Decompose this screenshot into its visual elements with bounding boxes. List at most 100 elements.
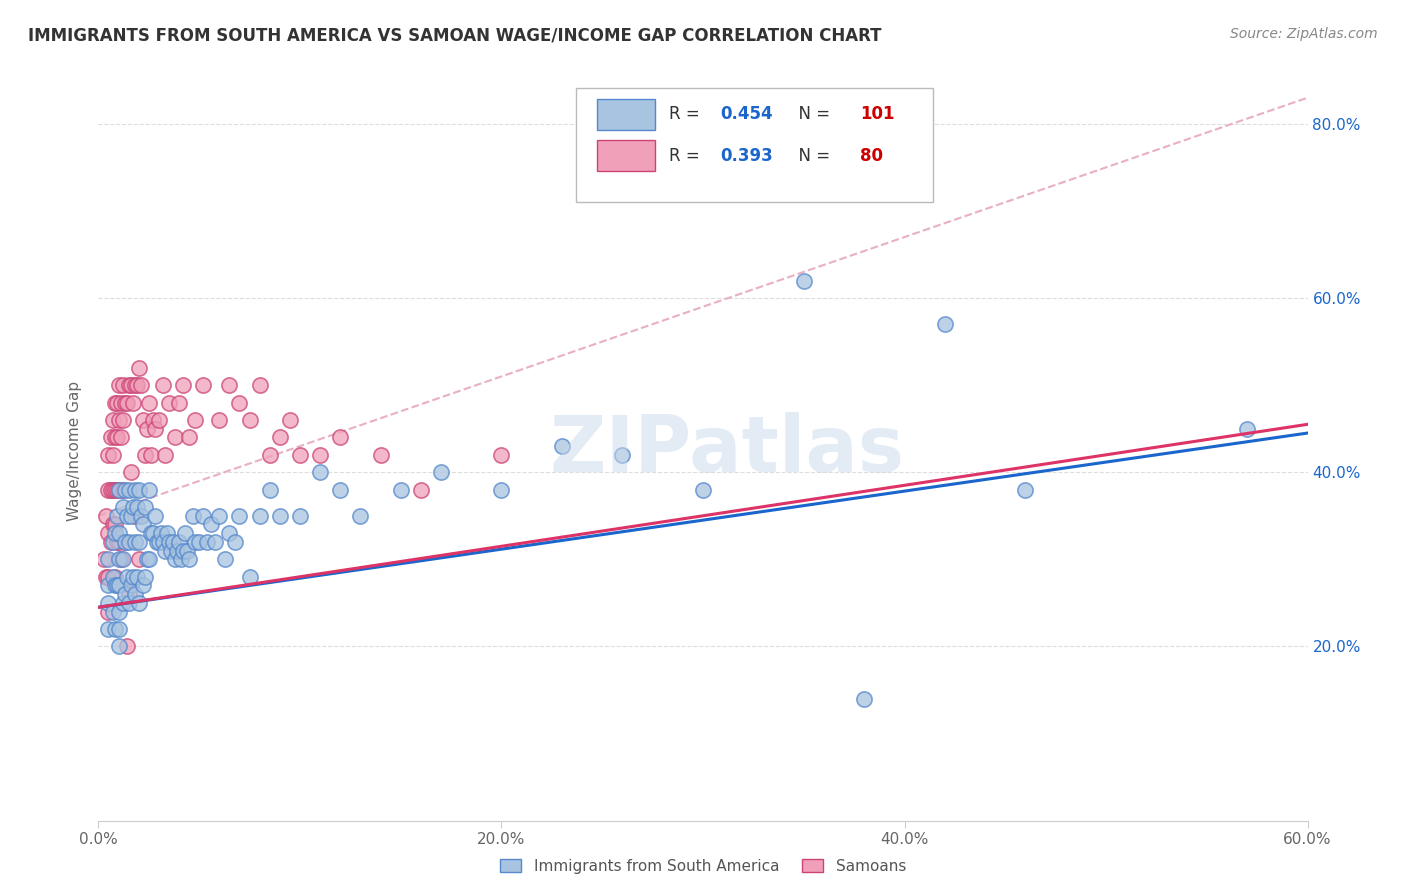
Point — [259, 448, 281, 462]
Point — [125, 378, 148, 392]
Point — [97, 596, 120, 610]
Point — [97, 622, 120, 636]
Point — [101, 535, 124, 549]
Point — [195, 535, 218, 549]
Point — [167, 535, 190, 549]
Point — [114, 395, 136, 409]
Point — [409, 483, 432, 497]
Point — [200, 517, 222, 532]
Point — [100, 483, 122, 497]
Point — [118, 378, 141, 392]
Point — [128, 535, 150, 549]
Point — [93, 552, 115, 566]
Point — [100, 535, 122, 549]
Point — [110, 395, 132, 409]
Point — [179, 430, 201, 444]
Point — [107, 640, 129, 654]
Point — [134, 570, 156, 584]
Text: N =: N = — [787, 105, 835, 123]
Point — [166, 543, 188, 558]
Point — [162, 535, 184, 549]
Point — [152, 535, 174, 549]
Point — [101, 483, 124, 497]
Point — [139, 448, 162, 462]
Point — [138, 395, 160, 409]
Point — [101, 448, 124, 462]
Point — [97, 578, 120, 592]
Point — [107, 483, 129, 497]
Point — [167, 395, 190, 409]
Point — [120, 578, 142, 592]
Point — [103, 395, 125, 409]
Point — [101, 570, 124, 584]
Point — [143, 508, 166, 523]
Point — [135, 422, 157, 436]
Point — [107, 578, 129, 592]
Point — [111, 483, 134, 497]
Point — [105, 578, 128, 592]
Point — [103, 526, 125, 541]
Point — [179, 552, 201, 566]
Point — [135, 552, 157, 566]
Point — [146, 535, 169, 549]
Point — [269, 508, 291, 523]
Text: 0.393: 0.393 — [720, 147, 773, 165]
Point — [163, 552, 186, 566]
Point — [124, 483, 146, 497]
Text: ZIPatlas: ZIPatlas — [550, 412, 904, 489]
Point — [491, 448, 513, 462]
Point — [105, 535, 128, 549]
Point — [218, 378, 240, 392]
Point — [239, 413, 262, 427]
Point — [107, 526, 129, 541]
Point — [193, 378, 215, 392]
Point — [129, 508, 152, 523]
Point — [269, 430, 291, 444]
Point — [101, 413, 124, 427]
Point — [107, 622, 129, 636]
Point — [121, 395, 143, 409]
Point — [107, 605, 129, 619]
Point — [249, 378, 271, 392]
Text: R =: R = — [669, 105, 706, 123]
Point — [105, 430, 128, 444]
Point — [152, 378, 174, 392]
Point — [692, 483, 714, 497]
Point — [188, 535, 211, 549]
Point — [139, 526, 162, 541]
Point — [103, 517, 125, 532]
FancyBboxPatch shape — [596, 99, 655, 130]
Point — [124, 378, 146, 392]
Point — [156, 526, 179, 541]
Point — [170, 552, 193, 566]
Point — [103, 622, 125, 636]
Point — [101, 605, 124, 619]
Point — [142, 413, 165, 427]
Point — [1236, 422, 1258, 436]
Point — [329, 483, 352, 497]
Point — [218, 526, 240, 541]
Point — [259, 483, 281, 497]
Point — [97, 570, 120, 584]
Point — [132, 578, 155, 592]
Point — [163, 430, 186, 444]
Point — [793, 274, 815, 288]
Point — [204, 535, 226, 549]
Point — [115, 508, 138, 523]
Point — [224, 535, 246, 549]
Point — [105, 508, 128, 523]
Point — [120, 508, 142, 523]
Point — [208, 508, 231, 523]
Point — [121, 570, 143, 584]
Point — [97, 605, 120, 619]
Point — [111, 552, 134, 566]
Point — [103, 483, 125, 497]
Point — [491, 483, 513, 497]
Point — [96, 508, 118, 523]
Point — [132, 517, 155, 532]
Point — [184, 413, 207, 427]
Point — [239, 570, 262, 584]
Point — [96, 570, 118, 584]
Point — [228, 395, 250, 409]
Point — [111, 378, 134, 392]
